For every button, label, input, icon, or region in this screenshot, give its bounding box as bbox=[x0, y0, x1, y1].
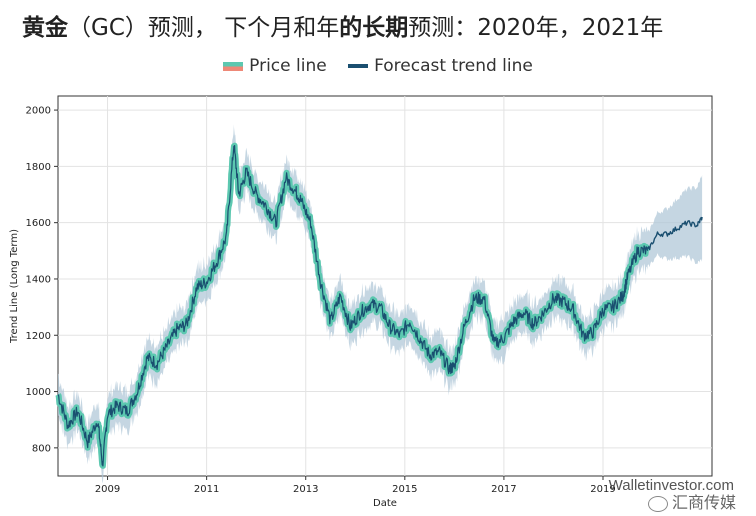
y-axis-label: Trend Line (Long Term) bbox=[9, 229, 20, 344]
x-tick-label: 2015 bbox=[392, 484, 417, 495]
y-tick-label: 1400 bbox=[26, 274, 51, 285]
y-tick-label: 2000 bbox=[26, 106, 51, 117]
forecast-trend-line bbox=[646, 216, 703, 251]
legend-label-forecast: Forecast trend line bbox=[374, 56, 533, 76]
x-tick-label: 2013 bbox=[293, 484, 318, 495]
x-tick-label: 2019 bbox=[590, 484, 615, 495]
legend-swatch-forecast bbox=[348, 64, 369, 68]
legend-swatch-price bbox=[223, 61, 244, 71]
legend-item-forecast: Forecast trend line bbox=[348, 56, 533, 76]
price-trend-line bbox=[57, 145, 649, 467]
page-title: 黄金（GC）预测， 下个月和年的长期预测：2020年，2021年 bbox=[22, 15, 664, 41]
wechat-badge: 汇商传媒 bbox=[647, 489, 736, 513]
y-tick-label: 1200 bbox=[26, 331, 51, 342]
y-tick-label: 1600 bbox=[26, 218, 51, 229]
y-tick-label: 1800 bbox=[26, 162, 51, 173]
x-tick-label: 2017 bbox=[491, 484, 516, 495]
wechat-label: 汇商传媒 bbox=[671, 493, 736, 512]
wechat-icon bbox=[647, 495, 668, 512]
legend-label-price: Price line bbox=[249, 56, 327, 76]
plot-area bbox=[57, 95, 713, 477]
legend-item-price: Price line bbox=[223, 56, 327, 76]
watermark: Walletinvestor.com bbox=[608, 477, 734, 494]
y-tick-label: 800 bbox=[32, 443, 51, 454]
chart-legend: Price line Forecast trend line bbox=[0, 56, 756, 76]
x-tick-label: 2011 bbox=[194, 484, 219, 495]
x-tick-label: 2009 bbox=[95, 484, 120, 495]
x-axis-label: Date bbox=[373, 498, 397, 509]
y-tick-label: 1000 bbox=[26, 387, 51, 398]
